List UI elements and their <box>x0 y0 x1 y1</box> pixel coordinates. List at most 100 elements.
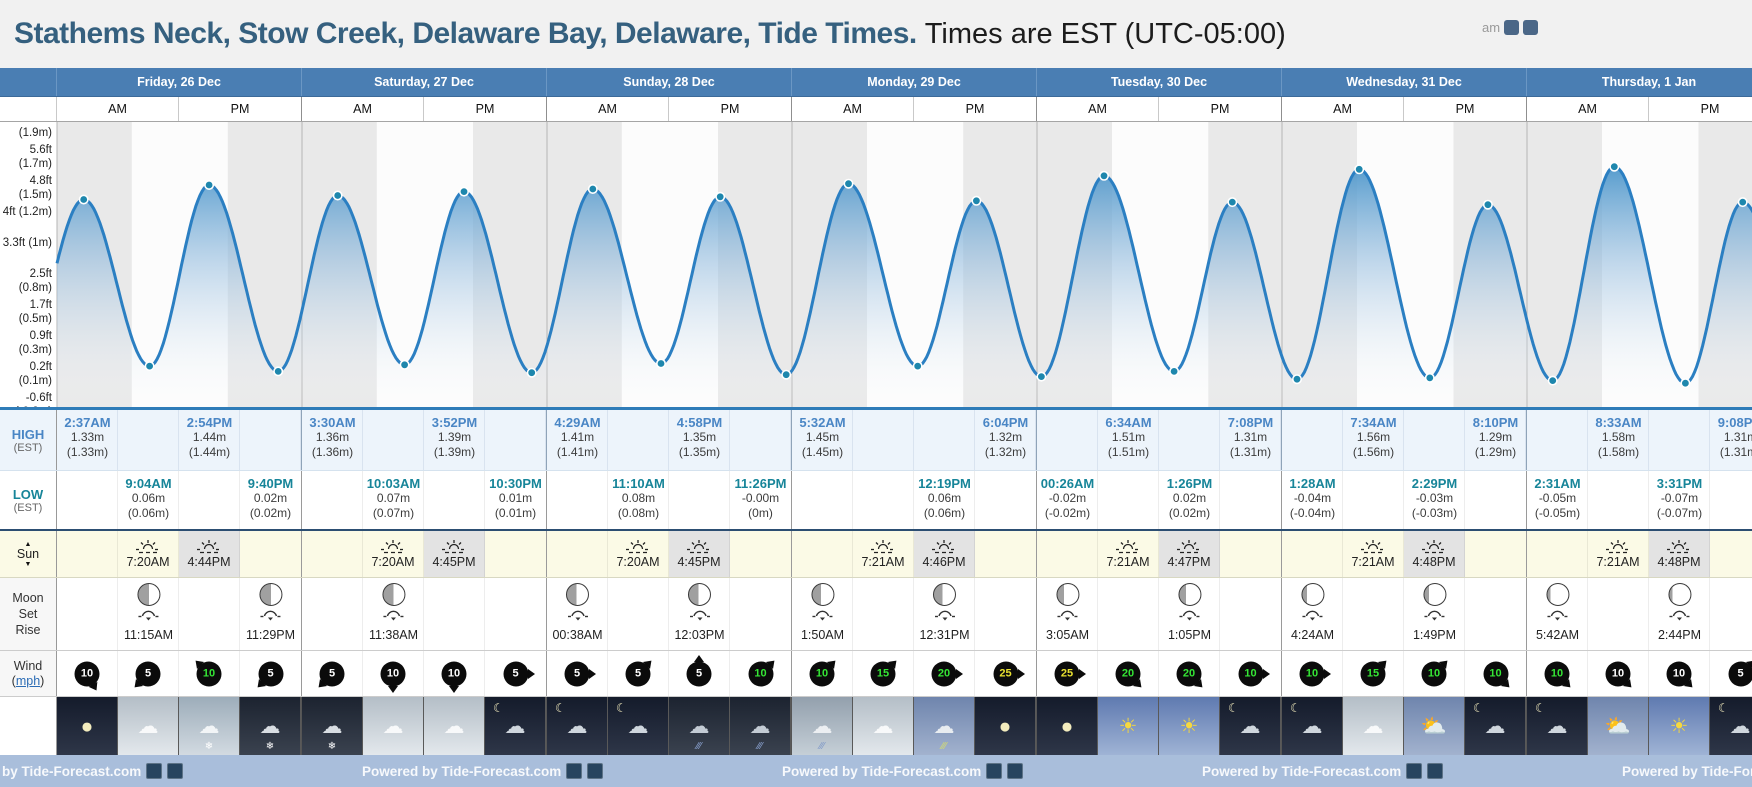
wind-speed: 10 <box>74 661 100 686</box>
sun-cell <box>485 531 546 577</box>
watermark-icon[interactable] <box>1523 20 1539 35</box>
watermark-icon[interactable] <box>1504 20 1520 35</box>
low-tide-entry: 3:31PM -0.07m (-0.07m) <box>1657 476 1703 521</box>
wind-badge: 5 <box>1721 654 1752 694</box>
tide-height: 1.32m <box>988 430 1023 444</box>
sunrise-icon <box>136 540 160 554</box>
title-bar: Stathems Neck, Stow Creek, Delaware Bay,… <box>0 0 1752 68</box>
sun-cell <box>1710 531 1752 577</box>
weather-icon-night-cloud: ☾ ☁ <box>1527 697 1587 755</box>
powered-by-text: Powered by Tide-Forecast.com <box>362 763 562 779</box>
sunrise-cell: 7:21AM <box>1098 531 1159 577</box>
sun-cell <box>792 531 853 577</box>
tide-height-paren: (1.35m) <box>678 445 721 459</box>
powered-by-link[interactable]: Powered by Tide-Forecast.com <box>782 755 1024 787</box>
moon-day-3: 1:50AM 12:31PM <box>792 578 1037 650</box>
mph-link[interactable]: mph <box>15 673 41 688</box>
wind-speed: 15 <box>870 661 896 686</box>
weather-day-1: ☁ ❄ ☁ ☁ ☾ ☁ <box>302 697 547 755</box>
wind-speed: 25 <box>1054 661 1080 686</box>
weather-cell: ☁ <box>424 697 485 755</box>
high-tide-entry: 3:30AM 1.36m (1.36m) <box>309 415 355 460</box>
high-tide-entry: 5:32AM 1.45m (1.45m) <box>799 415 845 460</box>
tide-height-paren: (0.01m) <box>494 506 537 520</box>
wind-badge: 10 <box>1414 654 1454 694</box>
weather-cell: ● <box>1037 697 1098 755</box>
high-tide-time: 6:04PM <box>982 415 1029 430</box>
high-tide-time: 7:34AM <box>1350 415 1397 430</box>
footer-icon[interactable] <box>1427 763 1444 779</box>
footer-icon[interactable] <box>146 763 163 779</box>
moon-mini-icon: ☾ <box>1473 701 1484 715</box>
weather-icon-night-snow: ☁ ❄ <box>302 697 362 755</box>
wind-day-3: 10 15 20 25 <box>792 651 1037 696</box>
footer-icon[interactable] <box>587 763 604 779</box>
low-cell <box>1098 471 1159 529</box>
wind-badge: 15 <box>1353 654 1393 694</box>
low-cell <box>914 471 975 529</box>
footer-icon[interactable] <box>1007 763 1024 779</box>
y-axis-label: -0.6ft (-0.2m) <box>15 392 52 407</box>
low-cell <box>57 471 118 529</box>
sunset-cell: 4:47PM <box>1159 531 1220 577</box>
moon-cell <box>1343 578 1404 650</box>
tide-height: 0.01m <box>498 491 533 505</box>
weather-cell: ⛅ <box>1588 697 1649 755</box>
wind-cell: 5 <box>302 651 363 696</box>
moon-cell <box>1098 578 1159 650</box>
low-tide-time: 1:26PM <box>1166 476 1213 491</box>
wind-cell: 10 <box>57 651 118 696</box>
tide-height: 1.56m <box>1356 430 1391 444</box>
wind-cell: 10 <box>730 651 791 696</box>
am-label: AM <box>1527 97 1649 121</box>
y-axis-label: 4ft (1.2m) <box>2 206 52 218</box>
moon-entry: 3:05AM <box>1046 583 1089 642</box>
wind-badge: 10 <box>1292 654 1332 694</box>
high-cell <box>179 410 240 470</box>
high-tide-time: 4:29AM <box>554 415 601 430</box>
moon-cell <box>975 578 1036 650</box>
wind-cell: 20 <box>1098 651 1159 696</box>
low-cell <box>1465 471 1526 529</box>
wind-cell: 20 <box>1159 651 1220 696</box>
sunrise-icon <box>1361 540 1385 554</box>
powered-by-link[interactable]: Powered by Tide-Forecast.com <box>1202 755 1444 787</box>
tide-height: 1.58m <box>1601 430 1636 444</box>
low-cell <box>118 471 179 529</box>
tide-height: -0.00m <box>741 491 780 505</box>
pm-label: PM <box>230 102 250 116</box>
powered-by-link[interactable]: Powered by Tide-Forecast.com <box>362 755 604 787</box>
moon-time: 11:29PM <box>245 628 296 642</box>
low-tide-entry: 10:03AM 0.07m (0.07m) <box>367 476 420 521</box>
wind-cell: 10 <box>424 651 485 696</box>
day-header-4: Tuesday, 30 Dec <box>1037 68 1282 96</box>
footer-icon[interactable] <box>986 763 1003 779</box>
footer-icon[interactable] <box>167 763 184 779</box>
high-tide-time: 3:52PM <box>431 415 478 430</box>
sun-cell <box>1220 531 1281 577</box>
tide-height-paren: (0.02m) <box>249 506 292 520</box>
tide-height-paren: (0.06m) <box>127 506 170 520</box>
wind-badge: 5 <box>557 654 597 694</box>
powered-by-link[interactable]: Powered by Tide-Forecast.com <box>0 755 184 787</box>
wind-speed: 15 <box>1360 661 1386 686</box>
footer-icon[interactable] <box>1406 763 1423 779</box>
footer-icon[interactable] <box>566 763 583 779</box>
wind-speed: 10 <box>1666 661 1692 686</box>
low-tide-time: 00:26AM <box>1040 476 1095 491</box>
moon-day-5: 4:24AM 1:49PM <box>1282 578 1527 650</box>
weather-cell: ☀ <box>1649 697 1710 755</box>
tide-height-paren: (0.07m) <box>372 506 415 520</box>
high-tide-time: 8:10PM <box>1472 415 1519 430</box>
moon-time: 00:38AM <box>552 628 603 642</box>
moon-time: 5:42AM <box>1535 628 1580 642</box>
wind-badge: 25 <box>986 654 1026 694</box>
wind-speed: 10 <box>1421 661 1447 686</box>
powered-by-link[interactable]: Powered by Tide-Forecast.com <box>1622 755 1752 787</box>
sunset-cell: 4:48PM <box>1649 531 1710 577</box>
low-day-2: 11:10AM 0.08m (0.08m) 11:26PM -0.00m (0m) <box>547 471 792 529</box>
sun-cell <box>730 531 791 577</box>
wind-day-4: 25 20 20 10 <box>1037 651 1282 696</box>
tide-height-paren: (1.36m) <box>311 445 354 459</box>
sunset-icon <box>1177 540 1201 554</box>
